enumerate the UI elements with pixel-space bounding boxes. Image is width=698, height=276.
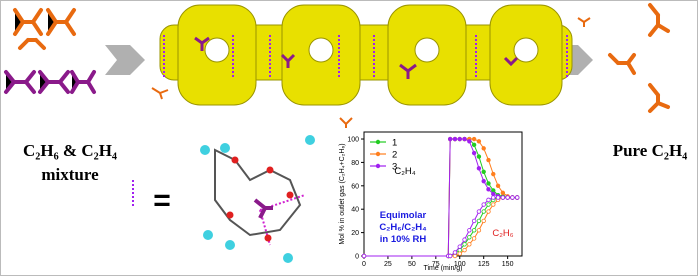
point [462,237,467,242]
y-tick-label: 60 [351,183,359,190]
y-tick-label: 20 [351,230,359,237]
point [486,202,491,207]
annotation: C₂H₆ [492,228,513,239]
legend-marker [375,151,381,157]
point [457,244,462,249]
point [476,154,482,159]
plot-frame [363,131,523,257]
point [486,187,491,192]
point [481,218,486,224]
point [467,235,472,240]
framework [159,4,573,106]
point [476,218,482,224]
point [476,166,482,171]
point [481,202,486,207]
point [476,209,482,214]
point [500,190,506,196]
point [486,197,491,203]
point [495,195,501,200]
legend-label: 1 [392,138,397,149]
point [505,195,510,200]
x-tick-label: 125 [478,261,490,268]
pure-label: Pure C₂H₄ [613,141,688,160]
y-tick-label: 80 [351,160,359,167]
ethane-molecules [13,8,76,50]
annotation: in 10% RH [380,234,427,245]
point [467,242,472,247]
legend-label: 2 [392,150,397,161]
ethylene-molecules [4,70,96,94]
legend-marker [375,163,381,169]
point [476,139,482,144]
point [467,228,472,233]
point [361,253,367,259]
annotation: C₂H₄ [394,166,415,177]
arrow [105,45,145,75]
point [471,136,477,142]
point [452,253,458,259]
x-tick-label: 50 [408,261,416,268]
y-tick-label: 100 [347,137,359,144]
x-axis-label: Time (min/g) [423,265,462,272]
point [471,218,477,224]
point [447,253,453,259]
point [491,202,496,207]
point [500,195,506,200]
point [510,195,515,200]
mixture-label: mixture [41,165,99,184]
point [515,195,520,200]
point [491,188,496,193]
point [467,139,472,144]
breakthrough-chart: Mol % in outlet gas (C₂H₄+C₂H₆) Time (mi… [339,131,523,272]
annotation: Equimolar [380,210,427,221]
point [471,236,477,241]
point [457,251,462,256]
y-tick-label: 40 [351,207,359,214]
x-tick-label: 75 [432,261,440,268]
point [486,157,491,163]
x-tick-label: 100 [454,261,466,268]
point [452,136,458,142]
legend-label: 3 [392,162,397,173]
y-tick-label: 0 [355,254,359,261]
point [491,191,496,197]
point [481,169,486,174]
x-tick-label: 0 [362,261,366,268]
annotation: C₂H₆/C₂H₄ [379,222,427,233]
point [491,171,496,177]
x-tick-label: 25 [384,261,392,268]
mixture-label: C₂H₆ & C₂H₄ [23,141,117,160]
point [486,209,491,214]
point [471,142,477,148]
point [462,136,467,142]
point [481,146,486,151]
binding-site [200,135,315,263]
point [486,181,491,186]
small-molecule [339,117,353,128]
point [491,195,496,200]
point [471,228,477,233]
point [452,250,458,255]
point [495,183,501,189]
point [447,136,453,142]
point [481,209,486,214]
point [457,136,462,142]
point [471,150,477,156]
equals: = [153,184,171,217]
y-axis-label: Mol % in outlet gas (C₂H₄+C₂H₆) [339,143,346,244]
point [462,242,467,247]
point [481,178,486,184]
point [476,228,482,233]
legend-marker [375,139,381,145]
small-molecule [151,87,169,100]
small-molecule [577,17,591,27]
x-tick-label: 150 [502,261,514,268]
pure-ethylene-molecules [608,3,670,113]
point [462,247,467,253]
